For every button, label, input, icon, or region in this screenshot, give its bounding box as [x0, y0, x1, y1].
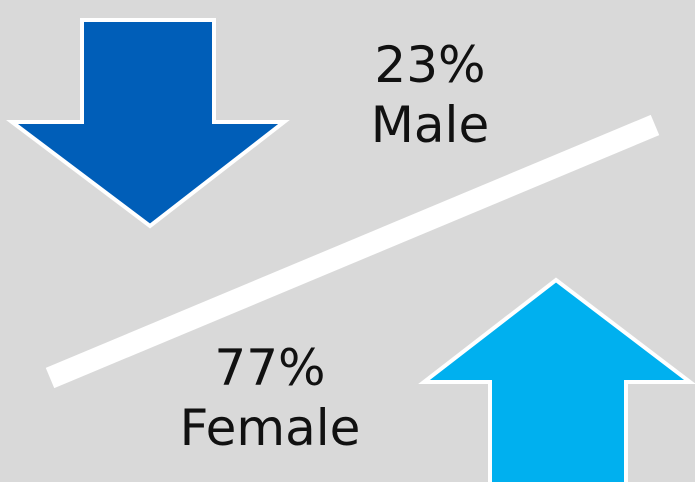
female-percent: 77% [214, 339, 326, 397]
arrow-up-icon [418, 277, 695, 482]
male-percent: 23% [374, 36, 486, 94]
female-label: Female [179, 399, 361, 457]
male-stat: 23% Male [330, 35, 530, 155]
female-stat: 77% Female [150, 338, 390, 458]
divider-line [45, 114, 660, 389]
arrow-down-icon [6, 18, 290, 229]
male-label: Male [370, 96, 490, 154]
